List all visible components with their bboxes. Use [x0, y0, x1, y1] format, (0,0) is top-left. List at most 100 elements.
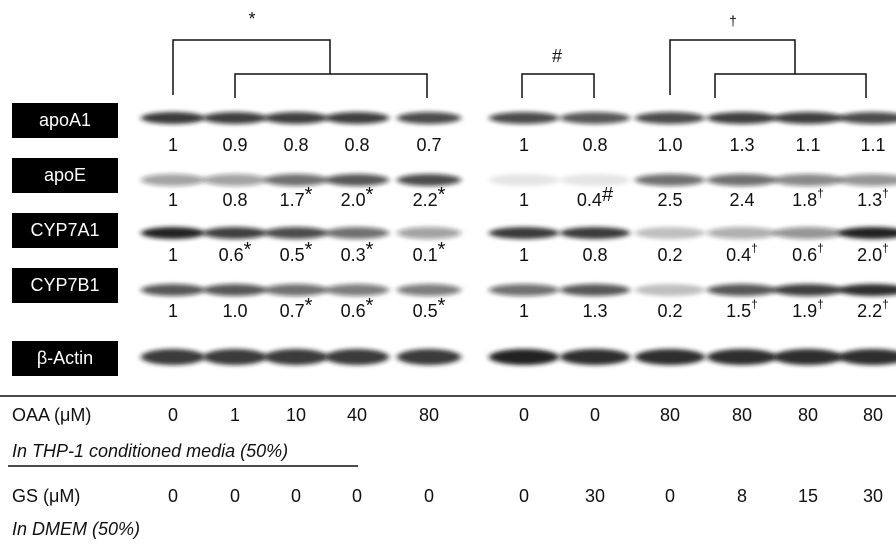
- significance-mark: †: [817, 186, 824, 200]
- value: 0.7: [416, 135, 441, 155]
- oaa-label: OAA (μM): [12, 405, 91, 425]
- band: [489, 227, 559, 239]
- gs-value: 0: [168, 486, 178, 506]
- gs-value: 8: [737, 486, 747, 506]
- value-text: 1: [519, 135, 529, 155]
- value: 1: [519, 135, 529, 155]
- band: [397, 284, 461, 296]
- value: 1: [168, 301, 178, 321]
- oaa-value: 0: [168, 405, 178, 425]
- significance-mark: †: [751, 297, 758, 311]
- sig-middle: #: [552, 46, 562, 66]
- gs-value: 0: [424, 486, 434, 506]
- gs-value: 0: [230, 486, 240, 506]
- significance-mark: *: [244, 239, 252, 261]
- value: 0.2: [657, 301, 682, 321]
- value: 1.1: [795, 135, 820, 155]
- value: 1.0: [657, 135, 682, 155]
- band: [773, 349, 843, 365]
- band: [707, 284, 777, 296]
- band: [141, 174, 205, 186]
- value-text: 0.9: [222, 135, 247, 155]
- value-text: 1: [519, 245, 529, 265]
- band: [635, 227, 705, 239]
- band: [707, 227, 777, 239]
- band: [264, 112, 328, 124]
- band: [635, 112, 705, 124]
- value: 1: [519, 190, 529, 210]
- oaa-value: 80: [798, 405, 818, 425]
- band: [560, 349, 630, 365]
- value-text: 1.0: [657, 135, 682, 155]
- band: [141, 284, 205, 296]
- row-label: apoA1: [39, 110, 91, 130]
- band: [397, 112, 461, 124]
- blot-figure: * # † OAA (μM) In THP-1 conditioned medi…: [0, 0, 896, 545]
- significance-mark: †: [817, 241, 824, 255]
- value-text: 1.8: [792, 190, 817, 210]
- sig-right: †: [729, 13, 737, 29]
- oaa-value: 10: [286, 405, 306, 425]
- value: 2.5: [657, 190, 682, 210]
- significance-mark: *: [366, 184, 374, 206]
- value: 1: [519, 301, 529, 321]
- gs-value: 15: [798, 486, 818, 506]
- value: 1: [519, 245, 529, 265]
- band: [264, 349, 328, 365]
- value-text: 0.8: [582, 245, 607, 265]
- value-text: 0.5: [280, 245, 305, 265]
- oaa-value: 1: [230, 405, 240, 425]
- row-label: CYP7A1: [30, 220, 99, 240]
- value: 0.8: [582, 135, 607, 155]
- value-text: 2.0: [857, 245, 882, 265]
- oaa-value: 80: [863, 405, 883, 425]
- band: [773, 174, 843, 186]
- significance-mark: *: [366, 295, 374, 317]
- value-text: 0.7: [416, 135, 441, 155]
- value-text: 1: [519, 301, 529, 321]
- page: * # † OAA (μM) In THP-1 conditioned medi…: [0, 0, 896, 545]
- value: 1.0: [222, 301, 247, 321]
- band: [141, 112, 205, 124]
- band: [489, 349, 559, 365]
- oaa-value: 0: [519, 405, 529, 425]
- value-text: 0.3: [341, 245, 366, 265]
- value-text: 0.8: [582, 135, 607, 155]
- band: [773, 284, 843, 296]
- band: [773, 227, 843, 239]
- gs-value: 0: [519, 486, 529, 506]
- row-label: apoE: [44, 165, 86, 185]
- value-text: 0.8: [222, 190, 247, 210]
- band: [203, 112, 267, 124]
- band: [141, 227, 205, 239]
- band: [560, 112, 630, 124]
- value-text: 1.5: [726, 301, 751, 321]
- band: [489, 284, 559, 296]
- band: [489, 112, 559, 124]
- background: [0, 0, 896, 545]
- value: 1: [168, 245, 178, 265]
- band: [635, 284, 705, 296]
- band: [635, 349, 705, 365]
- dmem-note: In DMEM (50%): [12, 519, 140, 539]
- value: 0.2: [657, 245, 682, 265]
- gs-value: 0: [352, 486, 362, 506]
- value-text: 1.1: [860, 135, 885, 155]
- band: [264, 227, 328, 239]
- oaa-value: 80: [660, 405, 680, 425]
- band: [397, 349, 461, 365]
- band: [773, 112, 843, 124]
- value-text: 0.5: [413, 301, 438, 321]
- significance-mark: †: [882, 186, 889, 200]
- value-text: 0.6: [792, 245, 817, 265]
- gs-value: 30: [585, 486, 605, 506]
- band: [707, 349, 777, 365]
- value-text: 1: [168, 301, 178, 321]
- value-text: 0.6: [219, 245, 244, 265]
- value: 0.8: [283, 135, 308, 155]
- value-text: 2.2: [857, 301, 882, 321]
- media-note: In THP-1 conditioned media (50%): [12, 441, 288, 461]
- value: 1: [168, 190, 178, 210]
- significance-mark: †: [817, 297, 824, 311]
- significance-mark: *: [438, 295, 446, 317]
